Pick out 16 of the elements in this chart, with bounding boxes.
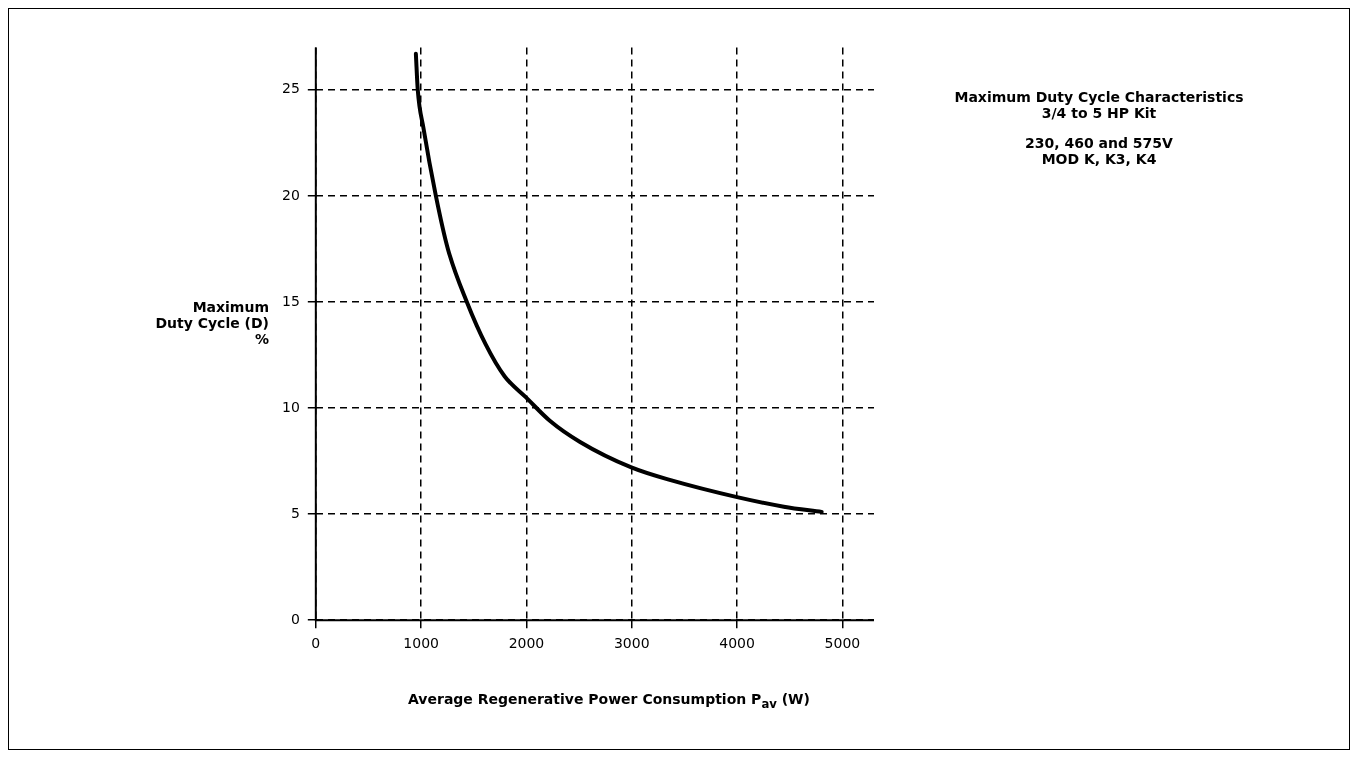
y-axis-title: Maximum Duty Cycle (D) % (154, 299, 269, 347)
y-tick-label: 15 (281, 292, 300, 309)
text: 230, 460 and 575V MOD K, K3, K4 (1024, 135, 1174, 167)
y-tick-label: 5 (290, 504, 300, 521)
x-tick-label: 4000 (719, 635, 755, 652)
y-tick-label: 0 (290, 610, 300, 627)
text: Maximum Duty Cycle Characteristics 3/4 to 5 HP Kit (953, 89, 1245, 121)
y-tick-label: 10 (281, 398, 300, 415)
y-tick-label: 25 (281, 80, 300, 97)
x-tick-label: 3000 (613, 635, 650, 652)
x-tick-label: 5000 (824, 635, 861, 652)
x-axis-title: Average Regenerative Power Consumption P$_{av}$ (W) (407, 691, 811, 711)
x-tick-label: 1000 (403, 635, 439, 652)
x-tick-label: 2000 (508, 635, 545, 652)
x-tick-label: 0 (311, 635, 321, 652)
y-tick-label: 20 (281, 186, 300, 203)
